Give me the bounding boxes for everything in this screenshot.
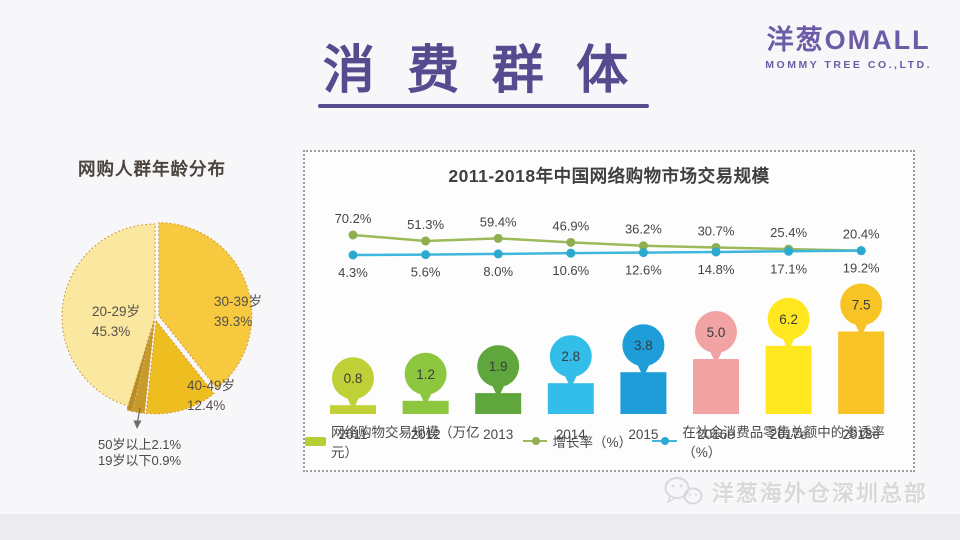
pie-slice-19岁以下 (126, 320, 155, 412)
year-label: 2017e (770, 427, 808, 442)
pie-slice-40-49岁 (145, 319, 215, 415)
line-value: 14.8% (698, 262, 735, 277)
pie-callout-text: 50岁以上2.1% 19岁以下0.9% (98, 437, 182, 469)
bar-2017e (765, 345, 812, 414)
bar-2015 (620, 372, 667, 414)
year-label: 2012 (411, 427, 441, 442)
combo-chart: 0.8 2011 1.2 2012 1.9 2013 2.8 2014 3.8 2015 5.0 20… (330, 211, 885, 442)
line-dot (348, 250, 358, 260)
year-label: 2013 (483, 427, 513, 442)
pie-chart (61, 222, 253, 429)
line-value: 30.7% (698, 223, 735, 238)
line-dot (856, 246, 866, 256)
line-dot (493, 249, 503, 259)
line-value: 70.2% (335, 211, 372, 226)
balloon-2014 (549, 335, 592, 378)
balloon-value: 1.2 (416, 367, 435, 382)
line-series (352, 249, 862, 257)
brand-logo-name: 洋葱OMALL (766, 25, 931, 55)
year-label: 2011 (338, 427, 367, 442)
balloon-value: 7.5 (852, 298, 871, 313)
line-dot (638, 248, 648, 258)
balloon-2011 (332, 357, 374, 400)
wechat-icon (664, 477, 703, 505)
legend-label: 增长率（%） (552, 435, 632, 450)
pie-slice-20-29岁 (61, 223, 156, 407)
pie-chart-title: 网购人群年龄分布 (78, 159, 226, 179)
legend-bar-swatch (305, 436, 327, 446)
watermark: 洋葱海外仓深圳总部 (662, 476, 928, 508)
pie-slice-30-39岁 (158, 222, 253, 390)
pie-label-20-29: 20-29岁 45.3% (92, 304, 141, 339)
line-dot (711, 247, 721, 257)
bar-2012 (402, 400, 449, 414)
balloon-2017e (767, 297, 810, 340)
balloon-value: 5.0 (707, 325, 726, 340)
legend-label: 在社会消费品零售总额中的渗透率（%） (682, 425, 885, 460)
callout-arrow (133, 407, 142, 429)
line-dot (493, 233, 503, 243)
legend-line-swatch (652, 437, 678, 446)
line-value: 20.4% (843, 227, 880, 242)
balloon-value: 0.8 (344, 371, 363, 386)
line-value: 19.2% (843, 261, 880, 276)
bar-2016e (693, 359, 739, 414)
line-value: 59.4% (480, 214, 517, 229)
legend-item-1: 增长率（%） (522, 431, 632, 451)
line-value: 12.6% (625, 263, 662, 278)
combo-chart-title: 2011-2018年中国网络购物市场交易规模 (448, 166, 770, 186)
balloon-2015 (622, 324, 665, 367)
year-label: 2015 (628, 427, 658, 442)
bar-2014 (547, 383, 594, 414)
line-value: 8.0% (483, 264, 513, 279)
balloon-value: 6.2 (779, 312, 798, 327)
line-value: 10.6% (552, 263, 589, 278)
line-value: 36.2% (625, 222, 662, 237)
line-dot (566, 248, 576, 258)
balloon-value: 3.8 (634, 338, 653, 353)
brand-logo: 洋葱OMALL MOMMY TREE CO.,LTD. (765, 18, 932, 71)
slide: 消 费 群 体 洋葱OMALL MOMMY TREE CO.,LTD. 网购人群… (0, 0, 960, 514)
line-series (352, 233, 862, 252)
year-label: 2014 (556, 427, 587, 442)
line-value: 4.3% (338, 265, 368, 280)
pie-label-30-39: 30-39岁 39.3% (214, 294, 263, 329)
brand-logo-subtitle: MOMMY TREE CO.,LTD. (765, 59, 932, 71)
line-dot (784, 246, 794, 256)
line-dot (421, 250, 431, 260)
line-dot (421, 236, 431, 246)
line-value: 51.3% (407, 217, 444, 232)
pie-label-40-49: 40-49岁 12.4% (187, 378, 236, 413)
watermark-label: 洋葱海外仓深圳总部 (712, 481, 929, 506)
page-title: 消 费 群 体 (322, 42, 638, 100)
legend-item-0: 网络购物交易规模（万亿元） (305, 421, 499, 461)
balloon-2018e (840, 283, 883, 326)
line-value: 17.1% (770, 261, 807, 276)
line-value: 5.6% (411, 265, 441, 280)
balloon-value: 1.9 (489, 359, 508, 374)
bar-2018e (838, 331, 885, 414)
balloon-2013 (477, 345, 520, 388)
line-value: 25.4% (770, 225, 807, 240)
year-label: 2016e (697, 427, 735, 442)
line-dot (638, 241, 648, 251)
balloon-2012 (404, 352, 447, 395)
legend-label: 网络购物交易规模（万亿元） (331, 425, 480, 460)
line-value: 46.9% (552, 218, 589, 233)
legend-item-2: 在社会消费品零售总额中的渗透率（%） (652, 421, 913, 461)
chart-legend: 网络购物交易规模（万亿元） 增长率（%） 在社会消费品零售总额中的渗透率（%） (305, 421, 913, 461)
combo-chart-panel: 2011-2018年中国网络购物市场交易规模 0.8 2011 1.2 2012 1.9… (303, 150, 915, 472)
title-underline (318, 104, 649, 108)
line-dot (348, 230, 358, 240)
balloon-2016e (695, 311, 737, 353)
line-dot (566, 237, 576, 247)
year-label: 2018e (842, 427, 880, 442)
legend-line-swatch (522, 437, 548, 446)
balloon-value: 2.8 (561, 349, 580, 364)
bar-2013 (475, 393, 522, 414)
